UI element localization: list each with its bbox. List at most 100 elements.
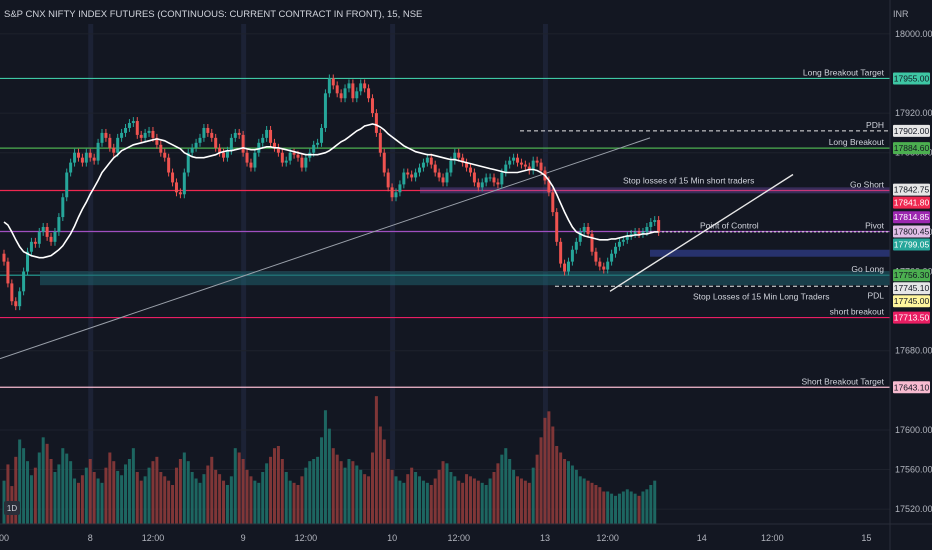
candle-body bbox=[163, 152, 167, 158]
price-level-lines bbox=[0, 77, 890, 388]
volume-bar bbox=[131, 448, 135, 524]
price-tick-label: 17600.00 bbox=[895, 425, 932, 435]
annotation-label: Point of Control bbox=[700, 220, 759, 230]
candle-body bbox=[151, 130, 155, 138]
candle-body bbox=[653, 220, 657, 223]
price-badge bbox=[893, 72, 930, 85]
candle-body bbox=[614, 246, 618, 254]
volume-bar bbox=[363, 474, 367, 524]
candle-body bbox=[637, 231, 641, 234]
volume-bar bbox=[441, 461, 445, 524]
candle-body bbox=[120, 132, 124, 138]
candle-body bbox=[300, 157, 304, 168]
candle-body bbox=[249, 162, 253, 168]
candle-body bbox=[280, 152, 284, 163]
volume-bar bbox=[33, 467, 37, 524]
candle-body bbox=[14, 301, 18, 307]
candle-body bbox=[37, 231, 41, 244]
candle-body bbox=[551, 192, 555, 213]
volume-bar bbox=[614, 495, 618, 524]
candle-body bbox=[253, 152, 257, 168]
volume-bar bbox=[261, 472, 265, 524]
candle-body bbox=[582, 226, 586, 232]
volume-bar bbox=[598, 487, 602, 524]
candle-body bbox=[484, 177, 488, 183]
volume-bar bbox=[288, 480, 292, 524]
candle-body bbox=[147, 130, 151, 133]
candle-body bbox=[116, 137, 120, 153]
volume-bar bbox=[296, 485, 300, 524]
time-axis[interactable]: 00 8 12:00 9 12:00 10 12:00 13 12:00 14 12:00 15 bbox=[0, 523, 932, 543]
ma-line bbox=[3, 123, 659, 259]
candle-body bbox=[370, 98, 374, 114]
candle-body bbox=[139, 134, 143, 138]
candle-body bbox=[633, 231, 637, 234]
candle-body bbox=[488, 177, 492, 179]
volume-bar bbox=[610, 493, 614, 524]
volume-bar bbox=[633, 493, 637, 524]
volume-bar bbox=[472, 478, 476, 524]
candle-body bbox=[53, 231, 57, 242]
volume-bar bbox=[559, 452, 563, 524]
volume-bar bbox=[6, 464, 10, 524]
candle-body bbox=[410, 174, 414, 178]
candle-body bbox=[649, 222, 653, 227]
candle-body bbox=[108, 137, 112, 148]
volume-bar bbox=[551, 426, 555, 524]
volume-bar bbox=[382, 439, 386, 524]
volume-bar bbox=[241, 459, 245, 524]
volume-bar bbox=[535, 454, 539, 524]
volume-bar bbox=[468, 476, 472, 524]
volume-bar bbox=[508, 459, 512, 524]
price-badge bbox=[893, 196, 930, 209]
volume-bar bbox=[57, 464, 61, 524]
volume-bar bbox=[351, 461, 355, 524]
volume-bar bbox=[637, 495, 641, 524]
candle-body bbox=[104, 132, 108, 138]
trendline bbox=[609, 173, 794, 292]
candle-body bbox=[76, 152, 80, 158]
candle-body bbox=[519, 162, 523, 165]
candle-body bbox=[367, 88, 371, 99]
tv-logo-badge[interactable] bbox=[4, 501, 20, 515]
candle-body bbox=[390, 187, 394, 198]
candle-body bbox=[112, 147, 116, 153]
annotation-label: Stop Losses of 15 Min Long Traders bbox=[693, 291, 830, 301]
volume-bar bbox=[582, 478, 586, 524]
price-tick-label: 17680.00 bbox=[895, 346, 932, 356]
time-tick-label: 12:00 bbox=[596, 533, 619, 543]
candle-body bbox=[578, 231, 582, 242]
volume-bar bbox=[563, 459, 567, 524]
candle-body bbox=[174, 182, 178, 193]
volume-bar bbox=[174, 467, 178, 524]
candle-body bbox=[190, 147, 194, 153]
candle-body bbox=[178, 192, 182, 195]
candle-body bbox=[406, 172, 410, 175]
price-tick-label: 17560.00 bbox=[895, 465, 932, 475]
volume-bar bbox=[245, 469, 249, 524]
candle-body bbox=[453, 152, 457, 161]
candle-body bbox=[312, 144, 316, 153]
volume-bar bbox=[61, 448, 65, 524]
price-axis[interactable]: 18000.0017920.0017880.0017800.0017760.00… bbox=[889, 0, 932, 550]
volume-bar bbox=[621, 491, 625, 524]
volume-bar bbox=[429, 485, 433, 524]
candle-body bbox=[222, 152, 226, 158]
time-tick-label: 10 bbox=[387, 533, 397, 543]
volume-bar bbox=[14, 456, 18, 524]
volume-bar bbox=[171, 485, 175, 524]
volume-bar bbox=[484, 485, 488, 524]
volume-bar bbox=[476, 480, 480, 524]
candle-body bbox=[29, 241, 33, 252]
candle-body bbox=[429, 157, 433, 165]
volume-bar bbox=[390, 469, 394, 524]
candle-body bbox=[621, 239, 625, 242]
volume-bar bbox=[304, 467, 308, 524]
candlesticks bbox=[2, 74, 661, 311]
price-badge bbox=[893, 211, 930, 224]
volume-bar bbox=[116, 470, 120, 524]
candle-body bbox=[512, 157, 516, 161]
candle-body bbox=[468, 167, 472, 173]
volume-bar bbox=[120, 475, 124, 524]
